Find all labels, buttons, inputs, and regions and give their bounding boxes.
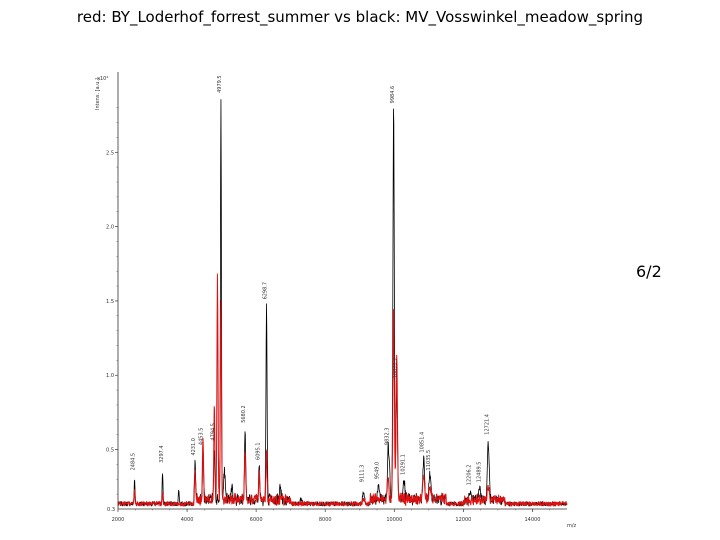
peak-label: 9832.3 — [384, 428, 390, 446]
peak-label: 12489.5 — [476, 462, 482, 483]
y-exponent-label: x10⁴ — [97, 76, 108, 82]
spectrum-line — [117, 273, 568, 507]
x-tick-label: 4000 — [181, 517, 194, 523]
x-tick-label: 12000 — [455, 517, 471, 523]
y-tick-label: 2.5 — [106, 150, 114, 156]
axis-ticks: 0.3 0.5 1.0 1.5 2.0 2.5 2000 4000 6000 8000 10000 1… — [106, 107, 550, 523]
spectrum-line — [117, 99, 568, 507]
peak-label: 10851.4 — [420, 432, 426, 453]
y-tick-label: 0.5 — [106, 448, 114, 454]
peak-label: 6095.1 — [255, 442, 261, 460]
x-tick-label: 10000 — [386, 517, 402, 523]
peak-label: 4979.5 — [217, 75, 223, 93]
x-tick-label: 6000 — [250, 517, 263, 523]
peak-label: 6298.7 — [263, 282, 269, 300]
peak-label: 2484.5 — [131, 453, 137, 471]
y-axis-label: Intens. [a.u.] — [95, 78, 101, 110]
peak-label: 3297.4 — [159, 445, 165, 463]
peak-label: 4231.0 — [191, 438, 197, 456]
peak-label: 11035.5 — [426, 450, 432, 471]
peak-label: 9984.6 — [390, 86, 396, 104]
x-tick-label: 14000 — [525, 517, 541, 523]
y-tick-label: 2.0 — [106, 225, 114, 231]
peak-label: 9111.3 — [360, 465, 366, 483]
slide-title: red: BY_Loderhof_forrest_summer vs black… — [76, 8, 644, 26]
peak-label: 4453.5 — [199, 428, 205, 446]
x-tick-label: 2000 — [112, 517, 125, 523]
peak-label: 9549.0 — [375, 462, 381, 480]
y-tick-label: 1.5 — [106, 299, 114, 305]
peak-label: 4794.5 — [211, 423, 217, 441]
plot-frame — [117, 72, 567, 510]
peak-label: 12206.2 — [467, 465, 473, 486]
peak-label: 10291.1 — [400, 454, 406, 475]
peak-label: 10072.2 — [393, 358, 399, 379]
peak-label: 5680.2 — [241, 405, 247, 423]
y-tick-label: 0.3 — [107, 507, 115, 513]
x-axis-label: m/z — [567, 523, 577, 529]
peak-label: 12721.4 — [484, 414, 490, 435]
x-tick-label: 8000 — [319, 517, 332, 523]
y-tick-label: 1.0 — [106, 373, 114, 379]
slide-badge: 6/2 — [636, 262, 662, 281]
spectrum-series — [117, 99, 568, 507]
